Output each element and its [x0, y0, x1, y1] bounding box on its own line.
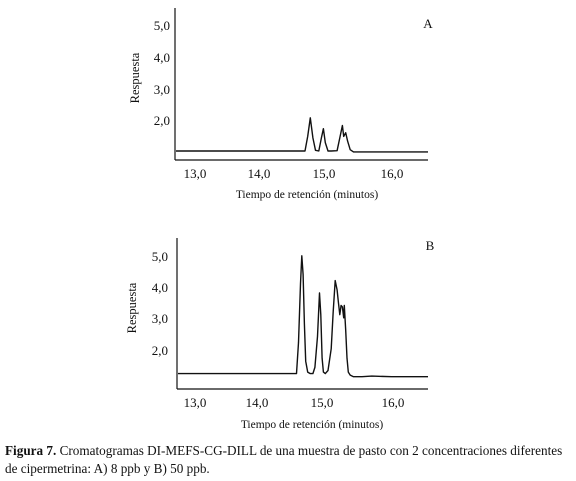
- x-tick-label: 16,0: [381, 166, 404, 181]
- chromatogram-trace: [176, 117, 428, 153]
- caption-label: Figura 7.: [5, 443, 57, 458]
- chromatogram-panel-b: 2,0 3,0 4,0 5,0 13,0 14,0 15,0 16,0 Tiem…: [125, 238, 435, 430]
- x-axis-title: Tiempo de retención (minutos): [241, 419, 384, 430]
- caption-text: Cromatogramas DI-MEFS-CG-DILL de una mue…: [5, 443, 563, 476]
- chromatogram-trace: [178, 255, 428, 378]
- x-tick-label: 14,0: [248, 166, 271, 181]
- x-axis-title: Tiempo de retención (minutos): [236, 189, 379, 201]
- panel-letter: A: [423, 16, 433, 31]
- chromatogram-panel-a: 2,0 3,0 4,0 5,0 13,0 14,0 15,0 16,0 Tiem…: [128, 8, 433, 201]
- panel-letter: B: [426, 238, 435, 253]
- figure-caption: Figura 7. Cromatogramas DI-MEFS-CG-DILL …: [5, 442, 573, 478]
- x-tick-label: 14,0: [246, 395, 269, 410]
- x-tick-label: 15,0: [311, 395, 334, 410]
- y-tick-label: 5,0: [152, 249, 168, 264]
- figure: 2,0 3,0 4,0 5,0 13,0 14,0 15,0 16,0 Tiem…: [125, 8, 435, 430]
- x-tick-label: 16,0: [382, 395, 405, 410]
- x-tick-label: 15,0: [313, 166, 336, 181]
- y-tick-label: 5,0: [154, 18, 170, 33]
- y-tick-label: 4,0: [154, 50, 170, 65]
- y-tick-label: 2,0: [152, 343, 168, 358]
- x-tick-label: 13,0: [184, 166, 207, 181]
- y-tick-label: 3,0: [152, 311, 168, 326]
- y-axis-title: Respuesta: [128, 52, 142, 103]
- y-axis-title: Respuesta: [125, 282, 139, 333]
- y-tick-label: 3,0: [154, 82, 170, 97]
- y-tick-label: 4,0: [152, 280, 168, 295]
- x-tick-label: 13,0: [184, 395, 207, 410]
- y-tick-label: 2,0: [154, 113, 170, 128]
